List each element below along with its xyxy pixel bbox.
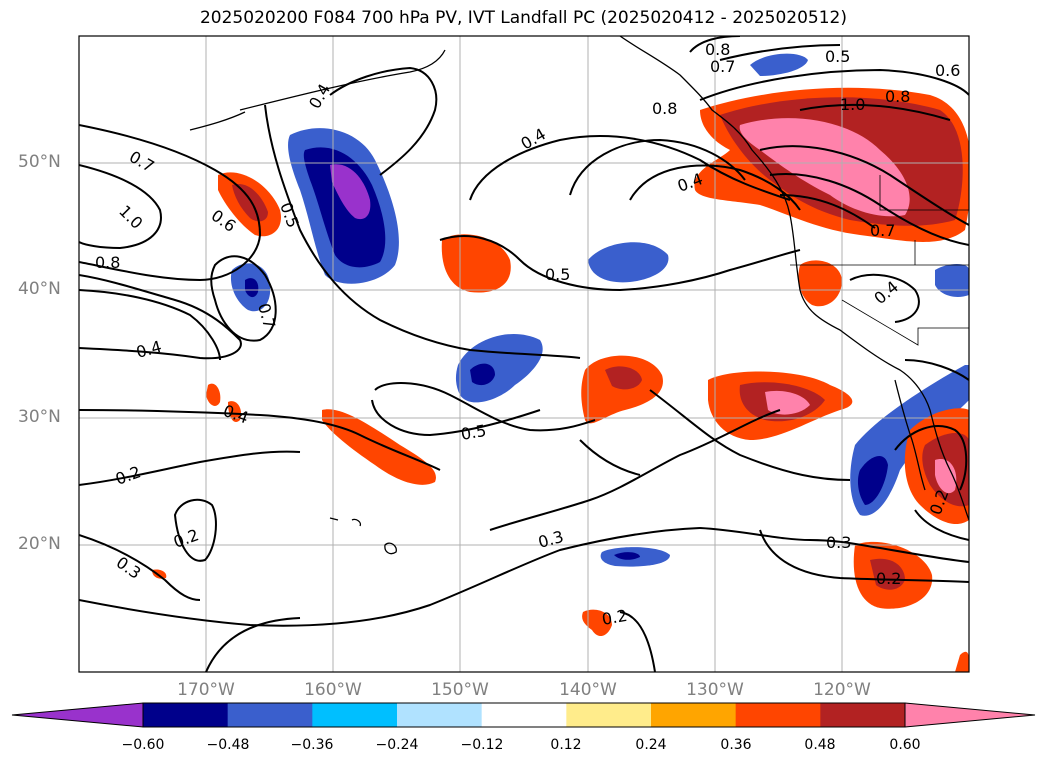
colorbar-segment bbox=[312, 703, 398, 727]
contour-label: 0.5 bbox=[545, 265, 570, 284]
lon-label: 140°W bbox=[559, 680, 617, 700]
contour-label: 0.2 bbox=[876, 569, 901, 588]
contour-label: 0.7 bbox=[710, 57, 735, 76]
colorbar-tick-label: −0.48 bbox=[206, 737, 250, 753]
lat-label: 20°N bbox=[18, 534, 61, 554]
contour-label: 0.3 bbox=[826, 533, 851, 552]
lat-label: 30°N bbox=[18, 407, 61, 427]
colorbar-segment bbox=[566, 703, 652, 727]
lat-label: 50°N bbox=[18, 152, 61, 172]
coastlines bbox=[189, 36, 969, 555]
colorbar-tick-label: 0.48 bbox=[804, 737, 836, 753]
colorbar-segment bbox=[735, 703, 821, 727]
colorbar-tick-label: −0.36 bbox=[290, 737, 334, 753]
lat-label: 40°N bbox=[18, 279, 61, 299]
lon-label: 120°W bbox=[813, 680, 871, 700]
colorbar-extend-high bbox=[905, 703, 1035, 727]
colorbar-segment bbox=[227, 703, 313, 727]
colorbar-segment bbox=[651, 703, 737, 727]
contour-label: 0.8 bbox=[652, 99, 677, 118]
contour-label: 0.5 bbox=[459, 421, 487, 444]
colorbar-segment bbox=[143, 703, 229, 727]
graticule bbox=[79, 36, 969, 672]
colorbar-tick-label: 0.36 bbox=[720, 737, 752, 753]
colorbar-segment bbox=[397, 703, 483, 727]
colorbar-tick-label: 0.12 bbox=[550, 737, 582, 753]
colorbar-tick-label: −0.12 bbox=[460, 737, 504, 753]
colorbar-tick-label: −0.24 bbox=[375, 737, 419, 753]
map-title: 2025020200 F084 700 hPa PV, IVT Landfall… bbox=[199, 8, 847, 28]
contour-label: 1.0 bbox=[840, 95, 865, 114]
colorbar-segment bbox=[820, 703, 906, 727]
plot-frame bbox=[78, 35, 970, 673]
colorbar-extend-low bbox=[12, 703, 143, 727]
lon-label: 170°W bbox=[177, 680, 235, 700]
pv-anomaly-fills bbox=[152, 53, 969, 672]
colorbar-tick-label: −0.60 bbox=[121, 737, 165, 753]
colorbar-tick-label: 0.60 bbox=[889, 737, 921, 753]
contour-label: 0.2 bbox=[600, 606, 628, 629]
lon-label: 160°W bbox=[304, 680, 362, 700]
contour-label: 0.8 bbox=[705, 40, 730, 59]
colorbar-segment bbox=[481, 703, 567, 727]
contour-label: 0.7 bbox=[870, 221, 895, 240]
contour-lines bbox=[79, 36, 969, 672]
colorbar-tick-label: 0.24 bbox=[635, 737, 667, 753]
lon-label: 130°W bbox=[686, 680, 744, 700]
contour-label: 0.5 bbox=[825, 47, 850, 66]
contour-label: 0.8 bbox=[95, 253, 120, 272]
lon-label: 150°W bbox=[431, 680, 489, 700]
contour-label: 0.6 bbox=[935, 61, 960, 80]
contour-label: 0.8 bbox=[885, 87, 910, 106]
